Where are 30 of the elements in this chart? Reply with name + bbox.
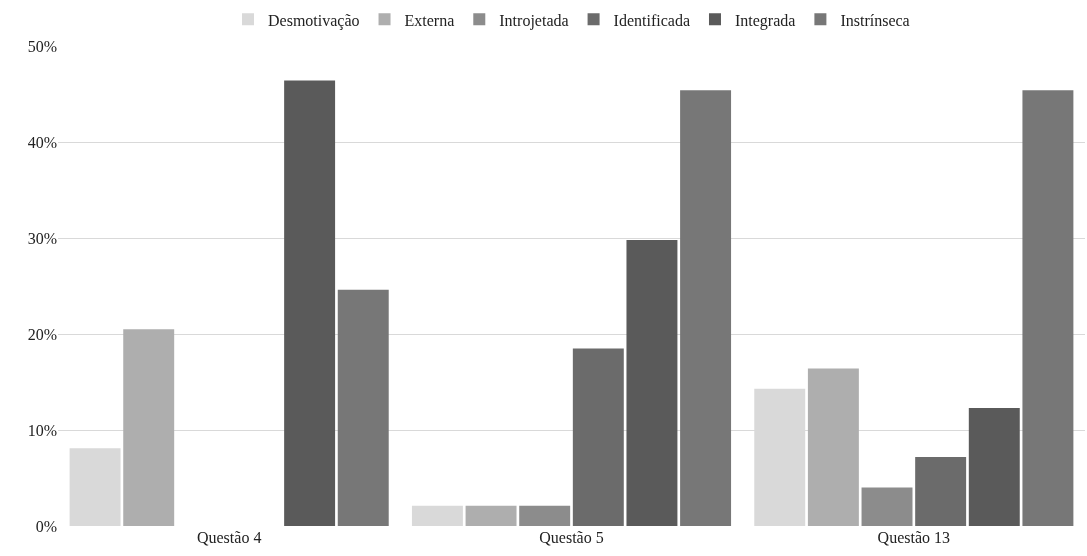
y-tick-label: 20% (27, 325, 57, 343)
bar (465, 505, 517, 526)
bar (626, 239, 678, 526)
bar (968, 407, 1020, 526)
bar (572, 348, 624, 526)
bar (69, 448, 121, 526)
x-tick-label: Questão 4 (196, 529, 262, 546)
x-tick-label: Questão 5 (539, 529, 604, 546)
legend-label: Externa (404, 11, 455, 29)
y-tick-label: 10% (27, 421, 57, 439)
y-tick-label: 50% (27, 37, 57, 55)
legend-label: Instrínseca (840, 11, 910, 29)
bar (519, 505, 571, 526)
y-tick-label: 40% (27, 133, 57, 151)
legend-label: Integrada (734, 11, 796, 30)
bar (1022, 90, 1074, 526)
y-tick-label: 0% (35, 517, 57, 535)
bar (284, 80, 336, 526)
bar (915, 456, 967, 526)
legend-label: Desmotivação (268, 11, 360, 30)
bar (123, 329, 175, 526)
legend-label: Introjetada (499, 11, 569, 30)
legend-label: Identificada (613, 11, 690, 29)
x-tick-label: Questão 13 (877, 529, 951, 546)
bar (861, 487, 913, 526)
bar (337, 289, 389, 526)
y-tick-label: 30% (27, 229, 57, 247)
bar (411, 505, 463, 526)
bar (807, 368, 859, 526)
bar (680, 90, 732, 526)
